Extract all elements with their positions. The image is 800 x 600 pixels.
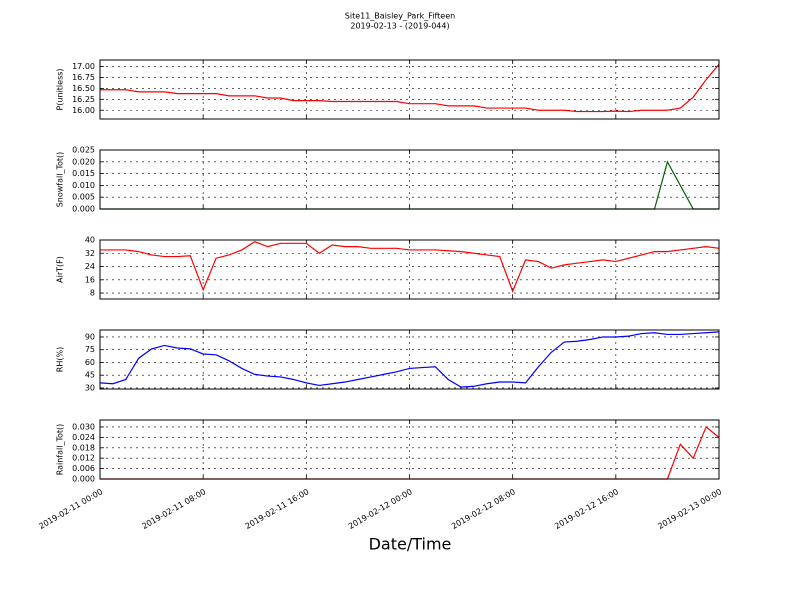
y-tick-label: 0.020 [72,157,95,166]
y-tick-label: 16.00 [72,106,95,115]
y-tick-label: 16.25 [72,95,95,104]
y-tick-label: 8 [90,289,95,298]
y-tick-label: 75 [85,345,95,354]
y-tick-label: 0.006 [72,464,95,473]
y-tick-label: 0.000 [72,205,95,214]
y-tick-label: 0.018 [72,443,95,452]
y-tick-label: 0.010 [72,181,95,190]
y-axis-label: RH(%) [56,347,65,372]
y-tick-label: 90 [85,332,95,341]
y-tick-label: 0.005 [72,193,95,202]
y-axis-label: Snowfall_Tot() [56,152,65,208]
y-axis-label: P(unitless) [56,68,65,110]
x-tick-label: 2019-02-13 00:00 [656,487,723,531]
y-tick-label: 40 [85,236,95,245]
y-tick-label: 17.00 [72,62,95,71]
data-line [100,240,720,294]
y-tick-label: 16.50 [72,84,95,93]
x-tick-label: 2019-02-11 00:00 [37,487,104,531]
x-tick-label: 2019-02-11 16:00 [244,487,311,531]
chart-subtitle: 2019-02-13 - (2019-044) [350,22,449,31]
y-tick-label: 16.75 [72,73,95,82]
x-axis-label: Date/Time [369,535,452,554]
y-tick-label: 30 [85,383,95,392]
y-axis-label: Rainfall_Tot() [56,424,65,476]
y-tick-label: 0.025 [72,146,95,155]
plot-frame [99,239,720,300]
y-tick-label: 0.012 [72,454,95,463]
y-tick-label: 24 [85,262,95,271]
y-tick-label: 0.030 [72,422,95,431]
plot-frame [99,149,720,210]
plot-frame [99,329,720,390]
data-line [100,63,720,113]
x-tick-label: 2019-02-12 00:00 [347,487,414,531]
y-tick-label: 45 [85,371,95,380]
x-tick-label: 2019-02-12 16:00 [553,487,620,531]
y-tick-label: 0.015 [72,169,95,178]
y-axis-label: AirT(F) [56,256,65,283]
data-line [100,425,720,480]
x-tick-label: 2019-02-12 08:00 [450,487,517,531]
y-tick-label: 60 [85,358,95,367]
y-tick-label: 0.024 [72,433,95,442]
plot-frame [99,419,720,480]
chart-title: Site11_Baisley_Park_Fifteen [345,12,455,21]
y-tick-label: 32 [85,249,95,258]
data-line [99,331,720,388]
x-tick-label: 2019-02-11 08:00 [140,487,207,531]
y-tick-label: 16 [85,275,95,284]
y-tick-label: 0.000 [72,475,95,484]
plot-frame [99,59,720,120]
